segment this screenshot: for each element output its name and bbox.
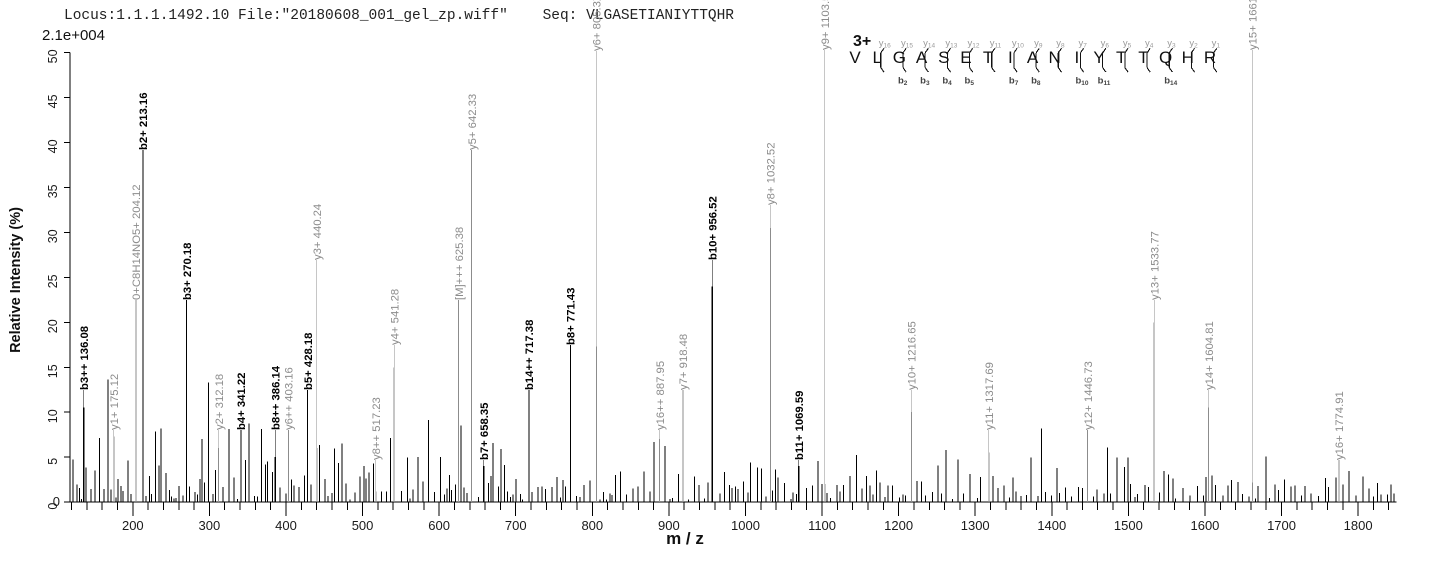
svg-text:y11: y11 — [990, 38, 1002, 50]
svg-text:I: I — [1075, 48, 1080, 67]
svg-text:b11: b11 — [1098, 76, 1111, 88]
svg-text:900: 900 — [658, 518, 680, 533]
svg-text:b3++ 136.08: b3++ 136.08 — [79, 326, 91, 390]
svg-text:y4: y4 — [1145, 38, 1154, 50]
svg-text:0+C8H14NO5+ 204.12: 0+C8H14NO5+ 204.12 — [131, 184, 143, 300]
svg-text:y12+ 1446.73: y12+ 1446.73 — [1083, 361, 1095, 430]
svg-text:b10+ 956.52: b10+ 956.52 — [707, 196, 719, 260]
svg-text:25: 25 — [46, 274, 60, 288]
svg-text:Relative Intensity (%): Relative Intensity (%) — [8, 207, 24, 353]
svg-text:35: 35 — [46, 184, 60, 198]
svg-text:700: 700 — [505, 518, 527, 533]
svg-text:y7: y7 — [1078, 38, 1087, 50]
svg-text:10: 10 — [46, 409, 60, 423]
svg-text:1400: 1400 — [1037, 518, 1066, 533]
svg-text:0: 0 — [53, 494, 60, 509]
svg-text:b4+ 341.22: b4+ 341.22 — [236, 373, 248, 430]
svg-text:1600: 1600 — [1190, 518, 1219, 533]
svg-text:300: 300 — [199, 518, 221, 533]
svg-text:N: N — [1049, 48, 1061, 67]
svg-text:b10: b10 — [1075, 76, 1088, 88]
svg-text:b5: b5 — [965, 76, 975, 88]
svg-text:y6++ 403.16: y6++ 403.16 — [284, 367, 296, 430]
svg-text:y16: y16 — [879, 38, 891, 50]
svg-text:y2: y2 — [1189, 38, 1198, 50]
svg-text:b7: b7 — [1009, 76, 1019, 88]
svg-text:V: V — [849, 48, 861, 67]
svg-text:1300: 1300 — [961, 518, 990, 533]
svg-text:50: 50 — [46, 49, 60, 63]
svg-text:y9+ 1103.55: y9+ 1103.55 — [820, 0, 832, 50]
svg-text:y16+ 1774.91: y16+ 1774.91 — [1334, 391, 1346, 460]
svg-text:y3: y3 — [1167, 38, 1176, 50]
svg-text:b8: b8 — [1031, 76, 1041, 88]
svg-text:b14++ 717.38: b14++ 717.38 — [524, 320, 536, 390]
svg-text:b8++ 386.14: b8++ 386.14 — [271, 365, 283, 430]
svg-text:1500: 1500 — [1114, 518, 1143, 533]
svg-text:400: 400 — [275, 518, 297, 533]
svg-text:y5+ 642.33: y5+ 642.33 — [467, 94, 479, 150]
svg-text:y13: y13 — [945, 38, 957, 50]
svg-text:200: 200 — [122, 518, 144, 533]
svg-text:15: 15 — [46, 364, 60, 378]
svg-text:y1: y1 — [1212, 38, 1221, 50]
svg-text:b2+ 213.16: b2+ 213.16 — [138, 93, 150, 150]
svg-text:y13+ 1533.77: y13+ 1533.77 — [1149, 231, 1161, 300]
svg-text:1100: 1100 — [808, 518, 836, 533]
svg-text:y3+ 440.24: y3+ 440.24 — [312, 204, 324, 260]
svg-text:y16++ 887.95: y16++ 887.95 — [655, 361, 667, 430]
svg-text:y10+ 1216.65: y10+ 1216.65 — [907, 321, 919, 390]
svg-text:y8++ 517.23: y8++ 517.23 — [371, 397, 383, 460]
svg-text:y6+ 805.3X: y6+ 805.3X — [592, 0, 604, 51]
svg-text:b4: b4 — [942, 76, 952, 88]
svg-text:y6: y6 — [1101, 38, 1110, 50]
svg-text:y4+ 541.28: y4+ 541.28 — [389, 289, 401, 345]
svg-text:y14+ 1604.81: y14+ 1604.81 — [1204, 321, 1216, 390]
svg-text:1200: 1200 — [884, 518, 913, 533]
svg-text:I: I — [1008, 48, 1013, 67]
svg-text:1700: 1700 — [1267, 518, 1296, 533]
svg-text:y8+ 1032.52: y8+ 1032.52 — [766, 142, 778, 205]
svg-text:5: 5 — [46, 458, 60, 465]
svg-text:y15: y15 — [901, 38, 913, 50]
svg-text:y2+ 312.18: y2+ 312.18 — [214, 374, 226, 430]
svg-text:40: 40 — [46, 139, 60, 153]
svg-text:30: 30 — [46, 229, 60, 243]
svg-text:b2: b2 — [898, 76, 908, 88]
svg-text:b8+ 771.43: b8+ 771.43 — [566, 288, 578, 345]
svg-text:600: 600 — [428, 518, 450, 533]
svg-text:H: H — [1182, 48, 1194, 67]
svg-text:[M]+++ 625.38: [M]+++ 625.38 — [454, 227, 466, 300]
svg-text:45: 45 — [46, 94, 60, 108]
svg-text:y8: y8 — [1056, 38, 1065, 50]
svg-text:b3: b3 — [920, 76, 930, 88]
svg-text:b7+ 658.35: b7+ 658.35 — [479, 403, 491, 460]
svg-text:y10: y10 — [1012, 38, 1024, 50]
svg-text:1000: 1000 — [731, 518, 760, 533]
svg-text:y1+ 175.12: y1+ 175.12 — [109, 374, 121, 430]
svg-text:b3+ 270.18: b3+ 270.18 — [182, 243, 194, 300]
svg-text:y14: y14 — [923, 38, 935, 50]
svg-text:y12: y12 — [968, 38, 980, 50]
svg-text:b14: b14 — [1164, 76, 1177, 88]
svg-text:2.1e+004: 2.1e+004 — [42, 27, 105, 44]
svg-text:800: 800 — [581, 518, 603, 533]
svg-text:y11+ 1317.69: y11+ 1317.69 — [984, 362, 996, 430]
svg-text:b11+ 1069.59: b11+ 1069.59 — [794, 391, 806, 460]
svg-text:20: 20 — [46, 319, 60, 333]
svg-text:R: R — [1204, 48, 1216, 67]
svg-text:y9: y9 — [1034, 38, 1043, 50]
svg-text:1800: 1800 — [1344, 518, 1373, 533]
svg-text:y7+ 918.48: y7+ 918.48 — [678, 334, 690, 390]
svg-text:500: 500 — [352, 518, 374, 533]
svg-text:y15+ 1661.82: y15+ 1661.82 — [1247, 0, 1259, 50]
svg-text:y5: y5 — [1123, 38, 1132, 50]
svg-text:b5+ 428.18: b5+ 428.18 — [303, 333, 315, 390]
